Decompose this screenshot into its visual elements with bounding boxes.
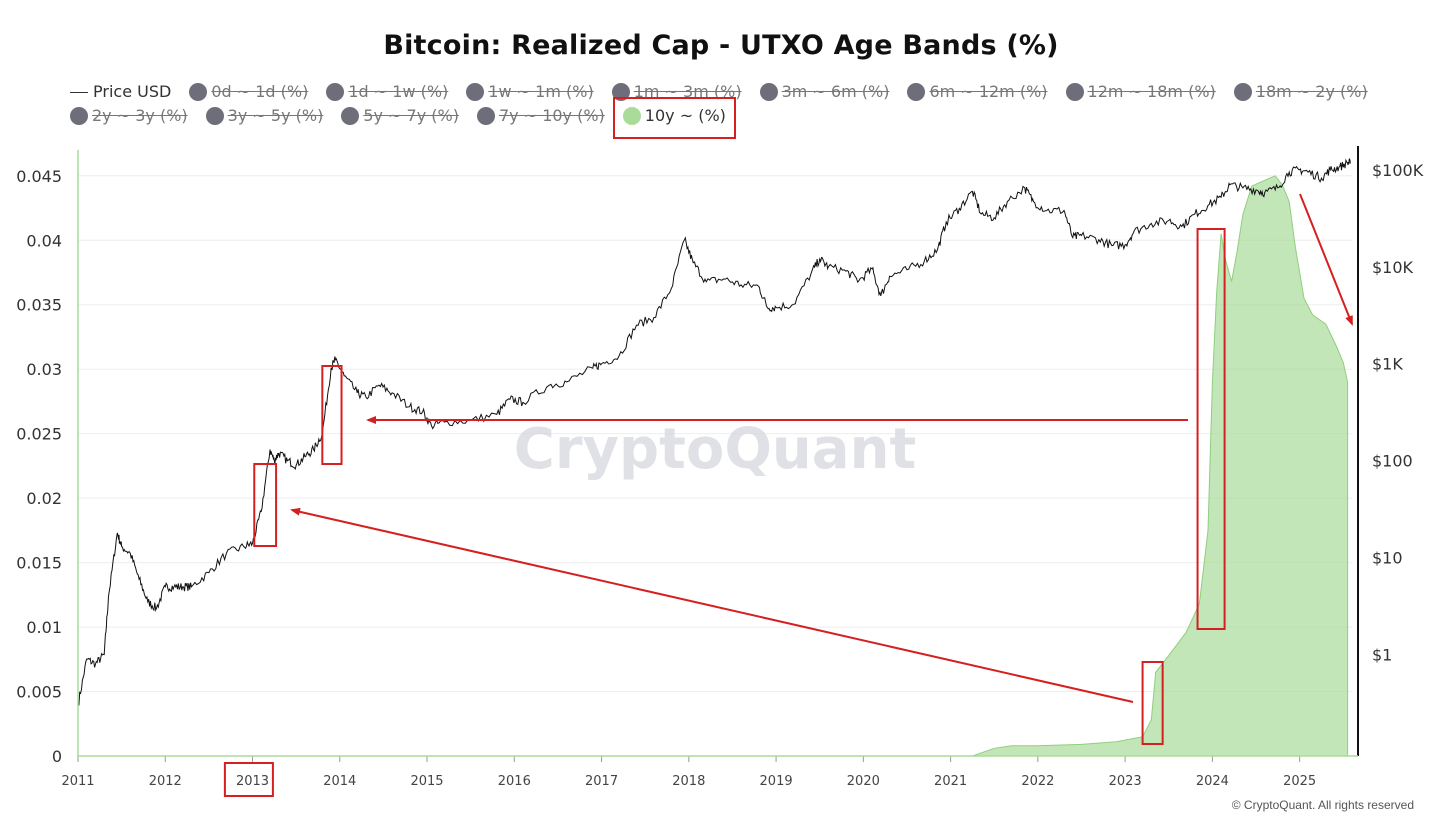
legend-dot-icon: [611, 83, 630, 101]
legend-dot-icon: [476, 107, 495, 125]
ten-year-band-layer: [78, 175, 1349, 757]
y-right-tick-label: $100K: [1372, 161, 1424, 180]
y-left-tick-label: 0.01: [26, 618, 62, 637]
price-layer: [77, 157, 1351, 706]
y-left-tick-label: 0.02: [26, 489, 62, 508]
legend-item[interactable]: 7y ~ 10y (%): [476, 104, 605, 128]
legend-label: 0d ~ 1d (%): [211, 82, 309, 101]
legend-item[interactable]: 1m ~ 3m (%): [611, 80, 742, 104]
legend-label: 10y ~ (%): [644, 106, 726, 125]
legend-label: 18m ~ 2y (%): [1255, 82, 1368, 101]
legend-label: 12m ~ 18m (%): [1087, 82, 1216, 101]
y-right-tick-label: $1K: [1372, 355, 1403, 374]
legend-highlight-box: [612, 97, 736, 139]
legend-item[interactable]: 3m ~ 6m (%): [759, 80, 890, 104]
legend-item[interactable]: 1w ~ 1m (%): [466, 80, 594, 104]
annotations: [223, 193, 1353, 797]
legend-item[interactable]: 0d ~ 1d (%): [189, 80, 308, 104]
legend-dot-icon: [759, 83, 778, 101]
y-right-tick-label: $100: [1372, 452, 1413, 471]
legend-row-1: Price USD 0d ~ 1d (%) 1d ~ 1w (%) 1w ~ 1m (…: [70, 80, 1400, 104]
legend-label: 6m ~ 12m (%): [929, 82, 1048, 101]
annotation-box-2023-surge: [1196, 228, 1226, 630]
y-left-tick-label: 0.035: [16, 296, 62, 315]
legend-item[interactable]: 3y ~ 5y (%): [205, 104, 324, 128]
x-tick-label: 2015: [410, 774, 443, 789]
y-right-tick-label: $10: [1372, 549, 1403, 568]
chart-title: Bitcoin: Realized Cap - UTXO Age Bands (…: [383, 30, 1059, 61]
y-left-tick-label: 0.04: [26, 231, 62, 250]
x-tick-label: 2013: [236, 774, 269, 789]
legend-label: 1d ~ 1w (%): [348, 82, 449, 101]
annotation-box-early-2013: [253, 463, 278, 547]
x-tick-label: 2016: [498, 774, 531, 789]
legend-item[interactable]: 18m ~ 2y (%): [1233, 80, 1368, 104]
annotation-arrow-2023-to-2013: [290, 507, 1134, 703]
x-tick-label: 2022: [1021, 774, 1054, 789]
grid-lines: [78, 175, 1352, 693]
legend-dot-icon: [326, 83, 345, 101]
legend-item[interactable]: 2y ~ 3y (%): [70, 104, 188, 128]
y-left-tick-label: 0: [52, 747, 62, 766]
legend-label: Price USD: [93, 82, 172, 101]
x-tick-label: 2020: [847, 774, 880, 789]
y-right-tick-label: $1: [1372, 646, 1392, 665]
legend-dot-icon: [70, 107, 88, 125]
legend-label: 7y ~ 10y (%): [498, 106, 605, 125]
x-tick-label: 2021: [934, 774, 967, 789]
legend-label: 5y ~ 7y (%): [363, 106, 459, 125]
legend-item[interactable]: 12m ~ 18m (%): [1065, 80, 1216, 104]
annotation-box-2023-rise: [1141, 661, 1164, 745]
price-line: [77, 157, 1351, 706]
legend-dot-icon: [189, 83, 208, 101]
legend-label: 1w ~ 1m (%): [488, 82, 594, 101]
chart-legend: Price USD 0d ~ 1d (%) 1d ~ 1w (%) 1w ~ 1m (…: [70, 80, 1400, 128]
x-tick-label: 2011: [61, 774, 94, 789]
legend-dot-icon: [466, 83, 485, 101]
annotation-arrow-decline: [1299, 193, 1353, 326]
legend-dot-icon: [622, 107, 641, 125]
x-tick-label: 2018: [672, 774, 705, 789]
watermark: CryptoQuant: [514, 417, 916, 482]
ten-year-band-area: [78, 175, 1349, 757]
legend-dot-icon: [907, 83, 926, 101]
x-tick-label: 2024: [1196, 774, 1229, 789]
legend-line-icon: [70, 91, 88, 93]
x-tick-label: 2023: [1109, 774, 1142, 789]
y-left-tick-label: 0.015: [16, 554, 62, 573]
x-tick-label: 2025: [1283, 774, 1316, 789]
x-tick-label: 2019: [760, 774, 793, 789]
legend-item[interactable]: 5y ~ 7y (%): [341, 104, 459, 128]
x-tick-label: 2012: [149, 774, 182, 789]
y-left-tick-label: 0.005: [16, 683, 62, 702]
legend-label: 2y ~ 3y (%): [92, 106, 188, 125]
legend-item[interactable]: 6m ~ 12m (%): [907, 80, 1048, 104]
y-left-tick-label: 0.03: [26, 360, 62, 379]
x-tick-label: 2014: [323, 774, 356, 789]
legend-dot-icon: [341, 107, 360, 125]
legend-item[interactable]: Price USD: [70, 80, 171, 104]
legend-row-2: 2y ~ 3y (%) 3y ~ 5y (%) 5y ~ 7y (%) 7y ~ 10…: [70, 104, 1400, 128]
x-tick-label: 2017: [585, 774, 618, 789]
copyright-text: © CryptoQuant. All rights reserved: [1231, 798, 1414, 812]
y-left-tick-label: 0.025: [16, 425, 62, 444]
legend-dot-icon: [205, 107, 224, 125]
legend-label: 3m ~ 6m (%): [781, 82, 890, 101]
y-right-tick-label: $10K: [1372, 258, 1414, 277]
legend-item[interactable]: 1d ~ 1w (%): [326, 80, 448, 104]
axes: 0 0.005 0.01 0.015 0.02 0.025 0.03 0.035 0.04 0.0…: [16, 146, 1424, 789]
legend-dot-icon: [1065, 83, 1084, 101]
legend-label: 3y ~ 5y (%): [227, 106, 324, 125]
legend-label: 1m ~ 3m (%): [633, 82, 742, 101]
y-left-tick-label: 0.045: [16, 167, 62, 186]
legend-item[interactable]: 10y ~ (%): [622, 104, 726, 128]
annotation-box-late-2013: [321, 365, 343, 465]
legend-dot-icon: [1233, 83, 1252, 101]
annotation-box-2013-tick: [223, 762, 274, 797]
